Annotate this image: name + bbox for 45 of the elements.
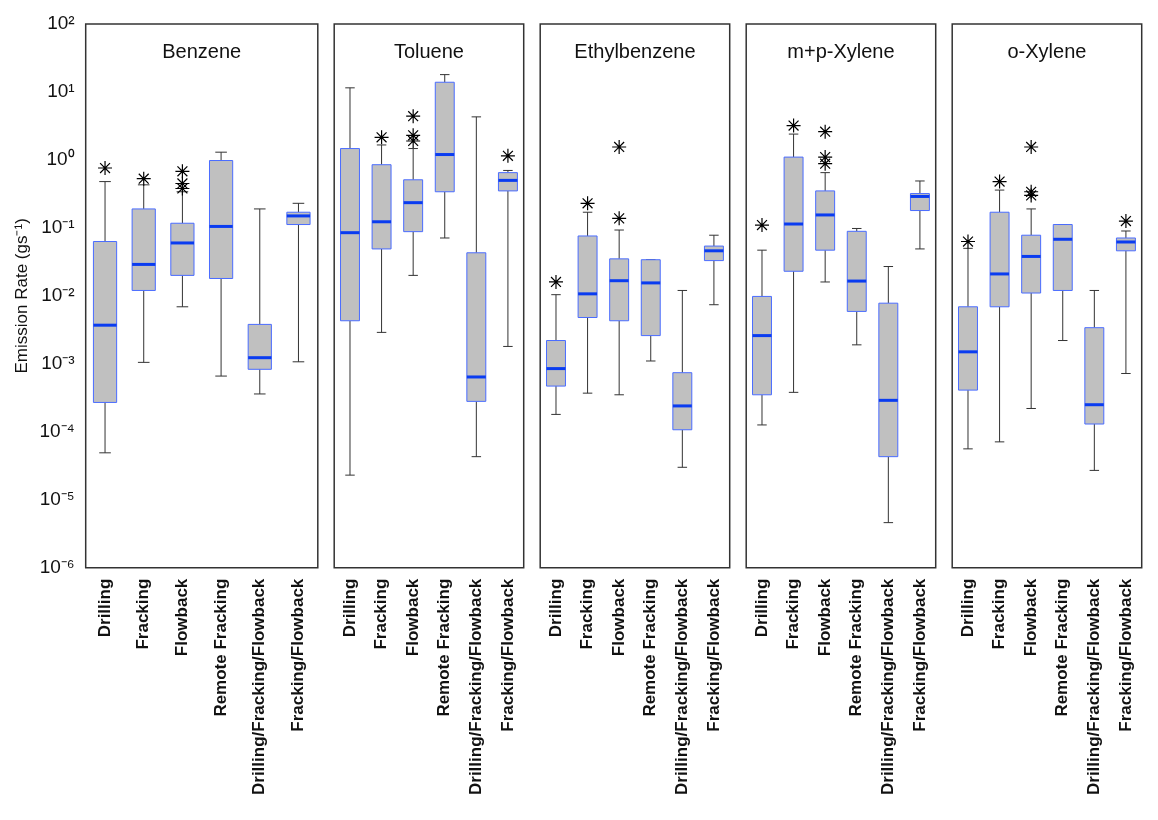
x-tick-label: Drilling/Fracking/Flowback xyxy=(466,578,486,796)
x-tick-label: Drilling/Fracking/Flowback xyxy=(249,578,269,796)
x-tick-label: Drilling xyxy=(339,578,359,638)
x-tick-label: Remote Fracking xyxy=(1052,578,1072,717)
y-axis-title: Emission Rate (gs⁻¹) xyxy=(11,218,31,374)
y-tick-label: 10⁻⁶ xyxy=(39,555,75,577)
x-tick-label: Flowback xyxy=(608,578,628,657)
y-tick-label: 10⁻⁴ xyxy=(39,420,75,441)
y-tick-label: 10⁻³ xyxy=(41,352,75,374)
x-tick-label: Flowback xyxy=(402,578,422,657)
x-tick-label: Fracking/Flowback xyxy=(497,578,517,732)
x-tick-label: Drilling/Fracking/Flowback xyxy=(878,578,898,796)
x-tick-label: Drilling/Fracking/Flowback xyxy=(672,578,692,796)
x-tick-label: Fracking/Flowback xyxy=(703,578,723,732)
x-tick-label: Fracking/Flowback xyxy=(288,578,308,732)
x-tick-label: Drilling/Fracking/Flowback xyxy=(1084,578,1104,796)
x-tick-label: Fracking xyxy=(783,578,803,650)
y-tick-label: 10¹ xyxy=(47,80,75,102)
x-tick-label: Drilling xyxy=(94,578,114,638)
text: o-Xylene xyxy=(1007,39,1087,62)
y-tick-label: 10⁻¹ xyxy=(41,216,75,238)
x-tick-label: Flowback xyxy=(1020,578,1040,657)
x-tick-label: Fracking xyxy=(133,578,153,650)
x-tick-label: Fracking xyxy=(989,578,1009,650)
x-tick-label: Remote Fracking xyxy=(210,578,230,717)
x-tick-label: Fracking xyxy=(577,578,597,650)
x-tick-label: Drilling xyxy=(751,578,771,638)
y-tick-label: 10⁻⁵ xyxy=(39,487,75,509)
x-tick-label: Remote Fracking xyxy=(434,578,454,717)
y-tick-label: 10⁻² xyxy=(41,284,75,306)
x-tick-label: Fracking/Flowback xyxy=(909,578,929,732)
text: Benzene xyxy=(162,39,242,62)
x-tick-label: Flowback xyxy=(814,578,834,657)
y-tick-label: 10² xyxy=(47,12,75,34)
x-tick-label: Drilling xyxy=(957,578,977,638)
text: Ethylbenzene xyxy=(574,39,696,62)
x-tick-label: Fracking xyxy=(371,578,391,650)
x-tick-label: Flowback xyxy=(172,578,192,657)
text: Toluene xyxy=(393,39,464,62)
x-tick-label: Fracking/Flowback xyxy=(1115,578,1135,732)
x-tick-label: Drilling xyxy=(545,578,565,638)
y-tick-label: 10⁰ xyxy=(46,148,75,170)
text: m+p-Xylene xyxy=(787,39,895,62)
x-tick-label: Remote Fracking xyxy=(640,578,660,717)
x-tick-label: Remote Fracking xyxy=(846,578,866,717)
